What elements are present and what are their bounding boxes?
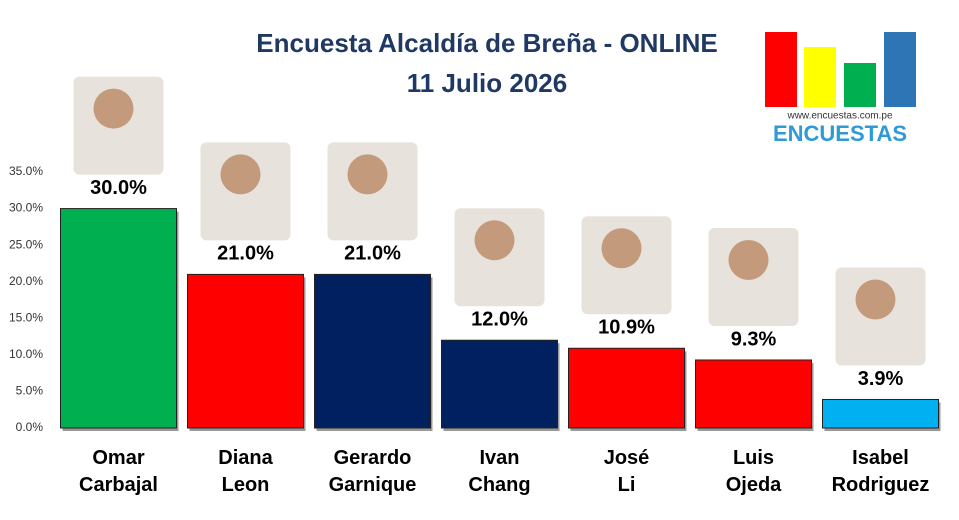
value-label: 10.9% bbox=[598, 317, 655, 339]
bar bbox=[60, 208, 177, 429]
y-tick-label: 0.0% bbox=[16, 420, 44, 434]
value-label: 21.0% bbox=[344, 243, 401, 265]
photo-head bbox=[347, 154, 388, 195]
logo-bar bbox=[765, 32, 797, 107]
photo-head bbox=[220, 154, 261, 195]
y-tick-label: 5.0% bbox=[16, 384, 44, 398]
value-label: 30.0% bbox=[90, 177, 147, 199]
photo-head bbox=[855, 279, 896, 320]
y-tick-label: 20.0% bbox=[9, 274, 43, 288]
y-tick-label: 15.0% bbox=[9, 310, 43, 324]
bar bbox=[822, 398, 939, 429]
photo-head bbox=[728, 239, 769, 280]
logo: www.encuestas.com.pe ENCUESTAS bbox=[765, 32, 916, 146]
value-label: 12.0% bbox=[471, 309, 528, 331]
chart-subtitle: 11 Julio 2026 bbox=[407, 68, 567, 98]
y-tick-label: 35.0% bbox=[9, 164, 43, 178]
logo-text: ENCUESTAS bbox=[773, 121, 907, 146]
x-tick-label: Gerardo Garnique bbox=[328, 447, 417, 496]
x-tick-label: Luis Ojeda bbox=[725, 447, 782, 496]
chart-title: Encuesta Alcaldía de Breña - ONLINE bbox=[256, 28, 717, 58]
x-tick-label: Ivan Chang bbox=[468, 447, 531, 496]
value-label: 21.0% bbox=[217, 243, 274, 265]
photo-head bbox=[601, 228, 642, 269]
logo-url: www.encuestas.com.pe bbox=[786, 111, 892, 122]
bar bbox=[187, 273, 304, 429]
photo-head bbox=[93, 88, 134, 129]
bar bbox=[568, 347, 685, 429]
y-tick-label: 25.0% bbox=[9, 237, 43, 251]
value-label: 9.3% bbox=[731, 328, 777, 350]
logo-bar bbox=[804, 47, 836, 107]
x-tick-label: Isabel Rodriguez bbox=[831, 447, 930, 496]
y-tick-label: 30.0% bbox=[9, 201, 43, 215]
y-tick-label: 10.0% bbox=[9, 347, 43, 361]
value-label: 3.9% bbox=[858, 368, 904, 390]
x-tick-label: Omar Carbajal bbox=[79, 447, 158, 496]
bar bbox=[695, 359, 812, 429]
x-tick-label: Diana Leon bbox=[218, 447, 273, 496]
bar bbox=[314, 273, 431, 429]
logo-bar bbox=[884, 32, 916, 107]
logo-bar bbox=[844, 63, 876, 107]
photo-head bbox=[474, 220, 515, 261]
bar bbox=[441, 339, 558, 429]
x-tick-label: José Li bbox=[603, 447, 650, 496]
